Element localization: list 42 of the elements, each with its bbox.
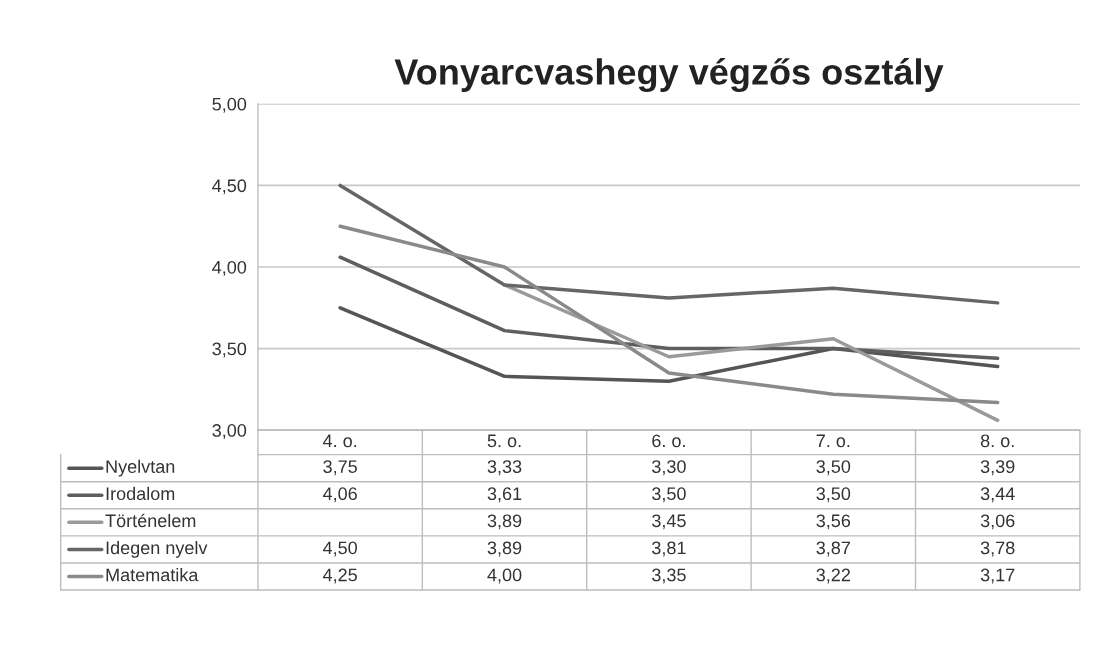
data-label: 3,89 bbox=[487, 541, 522, 557]
data-label: 4,00 bbox=[487, 568, 522, 584]
data-label: 4,25 bbox=[322, 568, 357, 584]
data-label: 3,35 bbox=[652, 568, 686, 584]
data-label: 3,50 bbox=[652, 487, 686, 503]
data-label: 3,45 bbox=[652, 514, 686, 530]
data-label: 3,56 bbox=[816, 514, 851, 530]
y-tick-label: 3,50 bbox=[212, 342, 247, 358]
x-tick-label: 8. o. bbox=[980, 434, 1014, 448]
legend-label: Nyelvtan bbox=[106, 459, 175, 477]
y-tick-label: 3,00 bbox=[212, 424, 247, 439]
data-label: 3,44 bbox=[980, 487, 1015, 503]
data-label: 3,30 bbox=[652, 460, 686, 476]
data-label: 3,61 bbox=[487, 487, 522, 503]
legend-label: Történelem bbox=[105, 513, 196, 528]
x-tick-label: 5. o. bbox=[487, 434, 521, 448]
x-tick-label: 7. o. bbox=[816, 434, 850, 448]
x-tick-label: 6. o. bbox=[652, 434, 685, 448]
legend-label: Matematika bbox=[106, 568, 199, 582]
line-series bbox=[338, 224, 1000, 405]
legend-label: Irodalom bbox=[106, 486, 175, 501]
data-label: 3,33 bbox=[487, 460, 522, 476]
legend-label: Idegen nyelv bbox=[106, 540, 208, 558]
data-label: 3,22 bbox=[816, 568, 850, 584]
data-label: 3,17 bbox=[980, 568, 1015, 584]
data-label: 3,89 bbox=[487, 514, 522, 530]
x-tick-label: 4. o. bbox=[322, 434, 357, 448]
data-label: 4,50 bbox=[322, 541, 358, 557]
data-label: 4,06 bbox=[322, 487, 357, 503]
data-label: 3,87 bbox=[816, 541, 850, 557]
chart-title: Vonyarcvashegy végzős osztály bbox=[394, 57, 944, 93]
data-label: 3,06 bbox=[980, 514, 1015, 530]
y-tick-label: 4,00 bbox=[212, 260, 247, 276]
y-tick-label: 5,00 bbox=[212, 97, 247, 113]
data-label: 3,75 bbox=[323, 460, 357, 476]
data-label: 3,78 bbox=[980, 541, 1015, 557]
data-label: 3,50 bbox=[816, 487, 851, 503]
line-series bbox=[338, 183, 1000, 305]
data-label: 3,81 bbox=[652, 541, 686, 557]
y-tick-label: 4,50 bbox=[212, 179, 247, 195]
data-label: 3,39 bbox=[980, 460, 1015, 476]
data-label: 3,50 bbox=[816, 460, 851, 476]
